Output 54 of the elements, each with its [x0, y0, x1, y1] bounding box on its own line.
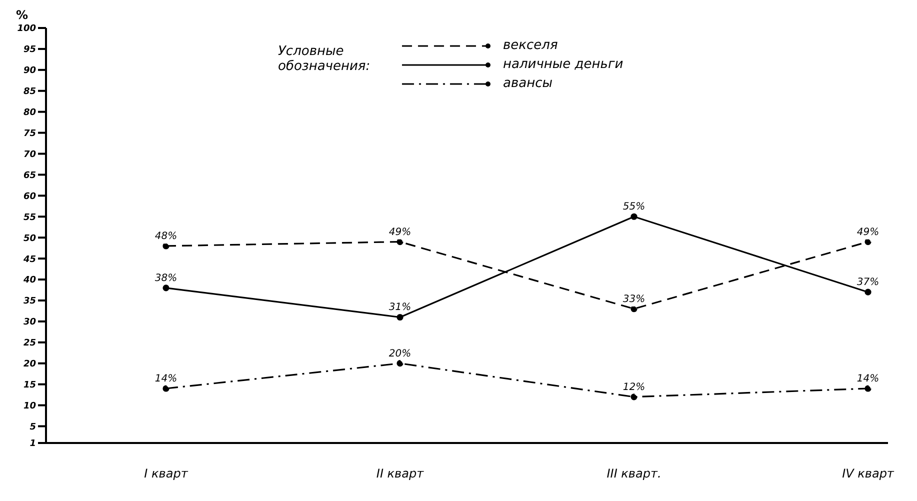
legend-title: Условные обозначения:: [278, 44, 372, 74]
x-tick-label: II кварт: [376, 466, 425, 481]
point: [864, 288, 872, 296]
x-tick-label: III кварт.: [606, 466, 662, 481]
x-tick-label: I кварт: [144, 466, 189, 481]
legend-label: наличные деньги: [503, 57, 624, 72]
y-tick-label: 50: [23, 234, 36, 244]
point: [396, 314, 404, 321]
legend-label: авансы: [503, 76, 553, 91]
y-tick-label: 30: [23, 318, 36, 328]
y-tick-label: 70: [23, 150, 36, 160]
legend-label: векселя: [503, 38, 558, 53]
data-label: 33%: [622, 294, 646, 305]
y-tick-label: 55: [23, 212, 36, 223]
data-label: 14%: [154, 374, 178, 385]
y-tick-label: 40: [22, 276, 36, 286]
data-label: 37%: [856, 277, 880, 288]
x-tick-label: IV кварт: [842, 466, 895, 481]
point: [864, 238, 872, 246]
data-label: 55%: [622, 202, 646, 213]
y-tick-label: 25: [23, 338, 36, 349]
data-label: 31%: [388, 302, 412, 314]
point: [630, 213, 638, 220]
y-tick-label: 65: [23, 170, 36, 181]
data-label: 14%: [856, 374, 880, 385]
data-label: 48%: [154, 230, 178, 242]
y-tick-label: 80: [23, 108, 36, 118]
point: [396, 238, 404, 246]
y-axis-title: %: [16, 8, 28, 22]
point: [864, 385, 872, 392]
data-label: 38%: [154, 272, 178, 284]
data-label: 20%: [388, 348, 412, 360]
y-tick-label: 90: [23, 66, 36, 76]
data-label: 49%: [388, 226, 412, 238]
data-label: 49%: [856, 226, 880, 238]
y-tick-label: 75: [23, 128, 36, 139]
point: [162, 284, 170, 292]
y-tick-label: 95: [23, 45, 36, 56]
y-tick-label: 5: [30, 422, 36, 432]
point: [162, 242, 170, 250]
y-tick-label: 10: [23, 401, 36, 412]
point: [630, 306, 638, 312]
data-label: 12%: [622, 382, 646, 393]
y-tick-label: 1: [30, 439, 36, 450]
y-tick-label: 85: [23, 87, 36, 98]
point: [396, 360, 404, 367]
y-tick-label: 35: [23, 296, 36, 307]
y-tick-label: 100: [17, 24, 36, 34]
point: [162, 385, 170, 392]
y-tick-label: 15: [23, 380, 36, 391]
point: [630, 394, 638, 400]
y-tick-label: 45: [22, 254, 36, 265]
y-tick-label: 20: [23, 360, 36, 370]
y-tick-label: 60: [23, 192, 36, 202]
